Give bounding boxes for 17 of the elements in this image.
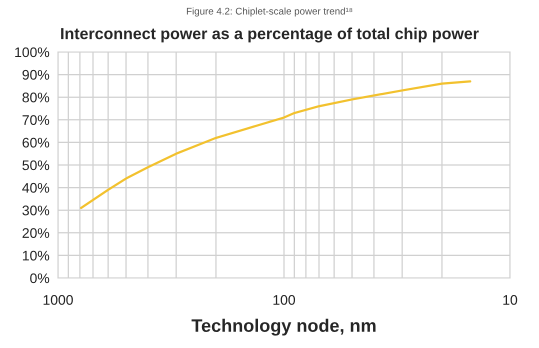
y-tick-label: 60% [22,138,50,148]
y-tick-label: 80% [22,92,50,102]
y-tick-label: 20% [22,228,50,238]
x-axis-title: Technology node, nm [192,318,376,336]
x-tick-label: 10 [503,295,518,305]
y-tick-label: 50% [22,160,50,170]
y-tick-label: 40% [22,182,50,193]
x-tick-label: 100 [273,295,296,305]
y-tick-label: 70% [22,115,50,125]
chart-title: Interconnect power as a percentage of total chip power [61,28,479,42]
y-tick-label: 90% [22,70,50,80]
y-tick-label: 0% [30,273,50,284]
x-tick-label: 1000 [44,295,73,305]
chart-subtitle: Figure 4.2: Chiplet-scale power trend¹⁸ [186,7,352,17]
y-tick-label: 100% [15,47,50,58]
y-tick-label: 10% [22,250,50,261]
y-tick-label: 30% [22,206,50,216]
